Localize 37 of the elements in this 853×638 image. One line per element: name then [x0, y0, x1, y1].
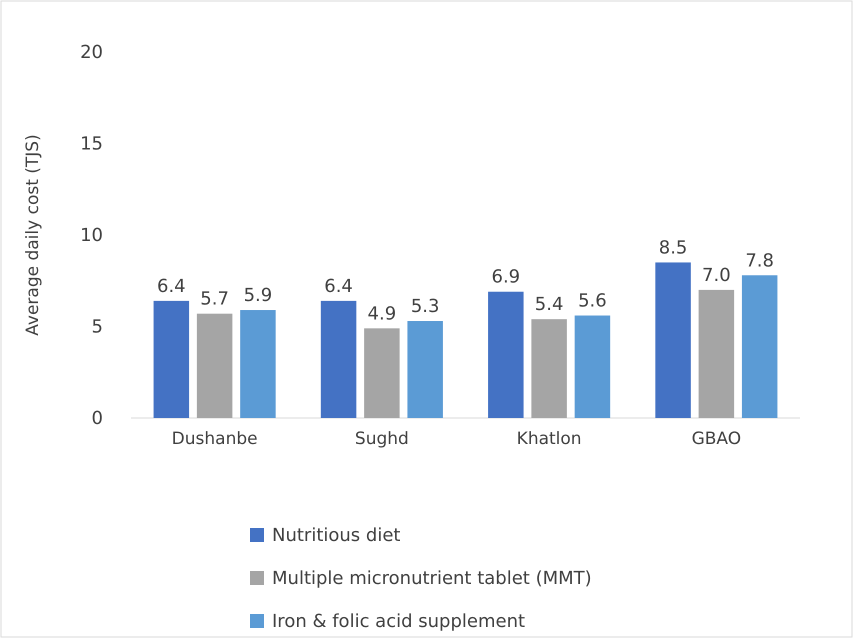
bar: [196, 314, 232, 418]
data-label: 7.0: [702, 264, 731, 286]
x-tick-label: GBAO: [692, 429, 742, 450]
x-tick-label: Dushanbe: [172, 429, 258, 450]
bar: [742, 275, 778, 418]
bar: [364, 328, 400, 418]
legend-label: Multiple micronutrient tablet (MMT): [272, 568, 592, 589]
data-label: 5.3: [410, 296, 440, 318]
y-tick-label: 5: [92, 316, 103, 338]
data-label: 5.6: [578, 290, 607, 312]
data-label: 5.9: [244, 285, 272, 306]
data-label: 6.4: [157, 276, 186, 297]
y-tick-label: 10: [80, 224, 103, 246]
x-tick-label: Khatlon: [516, 429, 582, 450]
bar: [698, 290, 734, 418]
data-label: 5.4: [534, 294, 564, 316]
data-label: 4.9: [368, 303, 396, 324]
legend-label: Nutritious diet: [272, 525, 400, 546]
bar: [407, 321, 443, 418]
y-tick-label: 15: [80, 133, 103, 154]
y-tick-label: 20: [80, 42, 103, 63]
legend-label: Iron & folic acid supplement: [272, 611, 526, 632]
data-label: 6.4: [324, 276, 353, 297]
data-label: 8.5: [658, 237, 688, 258]
bar: [320, 300, 356, 418]
bar: [240, 310, 276, 418]
y-tick-label: 0: [92, 408, 103, 429]
bar: [531, 319, 567, 418]
x-tick-label: Sughd: [354, 429, 409, 450]
data-label: 5.7: [200, 288, 229, 310]
data-label: 6.9: [492, 266, 520, 288]
bar: [574, 316, 610, 418]
bar: [655, 262, 691, 418]
data-label: 7.8: [745, 250, 774, 272]
bar: [488, 292, 524, 418]
y-axis-title: Average daily cost (TJS): [23, 134, 43, 336]
bar: [154, 300, 190, 418]
